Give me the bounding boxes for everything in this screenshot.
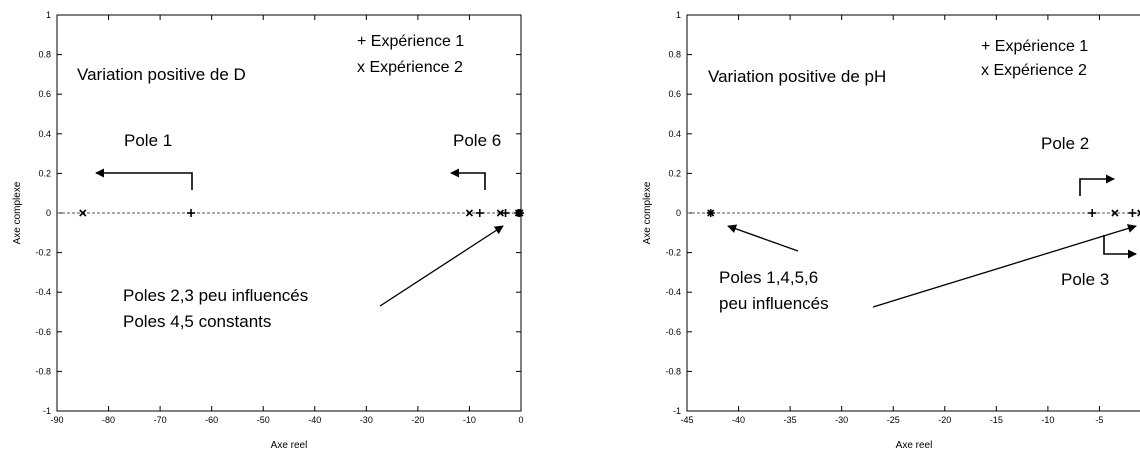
note-line-1: Poles 1,4,5,6 <box>719 268 818 287</box>
y-tick-label: 0.8 <box>668 50 681 60</box>
y-tick-label: 0.6 <box>38 89 51 99</box>
data-point <box>187 209 196 217</box>
y-tick-label: 0.2 <box>668 168 681 178</box>
legend-entry-2: x Expérience 2 <box>981 62 1087 79</box>
data-point <box>514 209 522 217</box>
y-tick-label: 0.6 <box>668 89 681 99</box>
condition-label: Variation positive de D <box>77 65 246 84</box>
y-tick-label: -0.2 <box>665 248 681 258</box>
data-point <box>501 209 510 217</box>
y-axis-label: Axe complexe <box>12 181 23 244</box>
x-tick-label: -20 <box>938 415 951 425</box>
data-point <box>79 209 87 217</box>
data-point <box>1088 209 1097 217</box>
y-tick-label: -1 <box>43 406 51 416</box>
y-tick-label: 0.2 <box>38 168 51 178</box>
y-tick-label: 0 <box>46 208 51 218</box>
note-arrow-left <box>727 224 799 252</box>
pole-2-label: Pole 2 <box>1041 134 1089 153</box>
data-point <box>465 209 474 217</box>
data-point <box>1137 209 1140 217</box>
y-tick-label: 1 <box>46 10 51 20</box>
y-tick-label: 0.8 <box>38 50 51 60</box>
y-tick-label: -0.2 <box>35 248 51 258</box>
legend-entry-1: + Expérience 1 <box>981 38 1088 55</box>
x-tick-label: -5 <box>1095 415 1103 425</box>
x-tick-label: -80 <box>102 415 115 425</box>
x-tick-label: -40 <box>732 415 745 425</box>
y-tick-label: 0.4 <box>668 129 681 139</box>
data-point <box>1128 209 1137 217</box>
note-line-1: Poles 2,3 peu influencés <box>123 286 308 305</box>
x-tick-label: -40 <box>308 415 321 425</box>
pole-1-label: Pole 1 <box>124 131 172 150</box>
y-tick-label: 0 <box>676 208 681 218</box>
y-tick-label: -0.4 <box>35 287 51 297</box>
chart-panel-left: -90 -80 -70 -60 -50 -40 -30 -20 -10 0 -1-0.8-0.6-… <box>12 10 524 451</box>
y-tick-label: -0.6 <box>665 327 681 337</box>
y-tick-label: -0.4 <box>665 287 681 297</box>
note-arrow-right <box>872 224 1137 308</box>
x-tick-label: -25 <box>887 415 900 425</box>
note-arrow <box>379 225 504 307</box>
data-point <box>475 209 484 217</box>
y-axis-label: Axe complexe <box>642 181 653 244</box>
x-axis-label: Axe reel <box>271 440 308 451</box>
x-tick-label: -10 <box>1041 415 1054 425</box>
y-ticks: -1 -0.8 -0.6 -0.4 -0.2 0 0.2 0.4 0.6 0.8 1 <box>665 10 692 416</box>
x-tick-label: -70 <box>154 415 167 425</box>
pole-2-arrow <box>1079 174 1115 196</box>
chart-panel-right: -45 -40 -35 -30 -25 -20 -15 -10 -5 0 -1 -0.8 -0.6 -0… <box>642 10 1140 451</box>
x-tick-label: 0 <box>518 415 523 425</box>
data-point <box>496 209 504 217</box>
data-point <box>1111 209 1119 217</box>
legend-entry-2: x Expérience 2 <box>357 59 463 76</box>
x-ticks: -90 -80 -70 -60 -50 -40 -30 -20 -10 0 <box>50 15 524 425</box>
x-ticks: -45-40-35-30-25-20-15-10-50 <box>680 15 1103 425</box>
y-tick-label: 0.4 <box>38 129 51 139</box>
x-tick-label: -30 <box>835 415 848 425</box>
data-point <box>707 209 715 217</box>
data-markers <box>706 209 1140 217</box>
x-tick-label: -10 <box>463 415 476 425</box>
pole-6-arrow <box>450 168 486 190</box>
x-tick-label: -60 <box>205 415 218 425</box>
x-tick-label: -35 <box>784 415 797 425</box>
legend-entry-1: + Expérience 1 <box>357 33 464 50</box>
y-tick-label: -0.6 <box>35 327 51 337</box>
y-ticks: -1 -0.8 -0.6 -0.4 -0.2 0 0.2 0.4 0.6 0.8 1 <box>35 10 521 416</box>
data-markers <box>79 209 524 217</box>
y-tick-label: -1 <box>673 406 681 416</box>
pole-3-arrow <box>1103 235 1137 259</box>
y-tick-label: 1 <box>676 10 681 20</box>
x-axis-label: Axe reel <box>896 440 933 451</box>
data-point <box>516 209 524 217</box>
x-tick-label: -50 <box>257 415 270 425</box>
y-tick-label: -0.8 <box>665 366 681 376</box>
x-tick-label: -90 <box>50 415 63 425</box>
y-tick-label: -0.8 <box>35 366 51 376</box>
note-line-2: Poles 4,5 constants <box>123 312 271 331</box>
pole-1-arrow <box>95 168 193 190</box>
condition-label: Variation positive de pH <box>708 67 886 86</box>
pole-3-label: Pole 3 <box>1061 270 1109 289</box>
x-tick-label: -30 <box>360 415 373 425</box>
note-line-2: peu influencés <box>719 294 829 313</box>
pole-6-label: Pole 6 <box>453 131 501 150</box>
x-tick-label: -20 <box>411 415 424 425</box>
x-tick-label: -15 <box>990 415 1003 425</box>
x-tick-label: -45 <box>680 415 693 425</box>
